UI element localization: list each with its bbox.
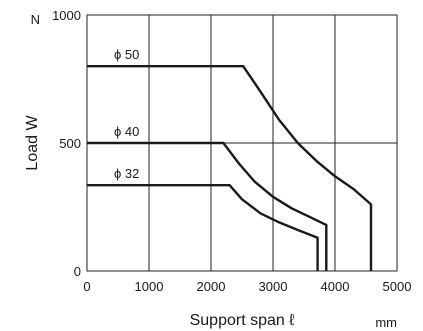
x-tick-label: 1000 (135, 279, 164, 294)
y-tick-label: 0 (74, 264, 81, 279)
y-axis-title: Load W (24, 115, 41, 171)
y-tick-label: 1000 (52, 8, 81, 23)
series-line (87, 65, 373, 271)
series-label: ϕ 50 (114, 47, 139, 62)
series-lines (87, 65, 373, 271)
series-labels: ϕ 50 ϕ 40 ϕ 32 (114, 47, 139, 181)
x-tick-label: 3000 (259, 279, 288, 294)
x-unit-label: mm (375, 315, 397, 330)
x-axis-title: Support span ℓ (190, 312, 295, 329)
x-tick-label: 5000 (383, 279, 412, 294)
tick-labels: 0 1000 2000 3000 4000 5000 0 500 1000 (52, 8, 411, 294)
series-label: ϕ 32 (114, 166, 139, 181)
y-unit-label: N (31, 12, 40, 27)
y-tick-label: 500 (59, 136, 81, 151)
series-label: ϕ 40 (114, 124, 139, 139)
x-tick-label: 0 (83, 279, 90, 294)
x-tick-label: 4000 (321, 279, 350, 294)
series-line (87, 184, 319, 271)
series-line (87, 141, 328, 271)
x-tick-label: 2000 (197, 279, 226, 294)
